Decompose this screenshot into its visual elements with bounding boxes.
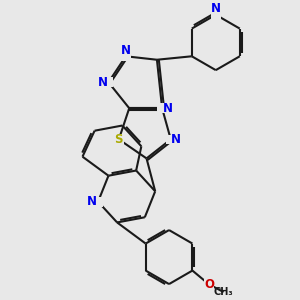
Text: N: N (87, 195, 97, 208)
FancyBboxPatch shape (114, 134, 124, 145)
Text: S: S (115, 133, 123, 146)
Text: N: N (121, 44, 131, 57)
FancyBboxPatch shape (211, 10, 220, 20)
FancyBboxPatch shape (204, 279, 214, 290)
FancyBboxPatch shape (121, 51, 130, 61)
FancyBboxPatch shape (103, 77, 113, 87)
Text: N: N (163, 102, 173, 115)
Text: N: N (211, 2, 221, 15)
Text: N: N (98, 76, 108, 89)
FancyBboxPatch shape (157, 103, 167, 113)
FancyBboxPatch shape (166, 134, 175, 144)
FancyBboxPatch shape (93, 197, 103, 206)
Text: O: O (204, 278, 214, 291)
Text: CH₃: CH₃ (214, 287, 233, 297)
Text: N: N (171, 133, 181, 146)
